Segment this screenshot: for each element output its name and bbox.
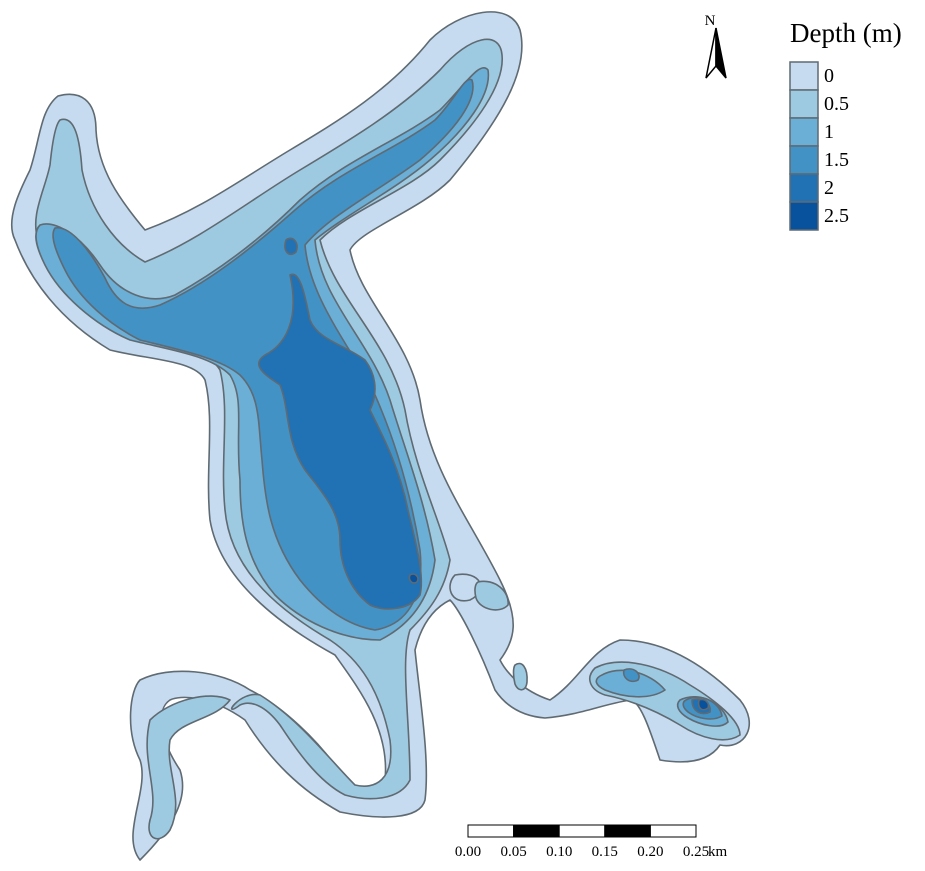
legend-swatch	[789, 89, 819, 119]
scale-bar-tick-labels: 0.00 0.05 0.10 0.15 0.20 0.25	[455, 844, 709, 860]
legend-title: Depth (m)	[790, 18, 902, 48]
scale-bar-tick-label: 0.25	[683, 844, 709, 860]
legend-items: 0 0.5 1 1.5 2 2.5	[789, 61, 849, 231]
scale-bar-segment	[604, 824, 651, 838]
scale-bar-tick-label: 0.05	[500, 844, 526, 860]
scale-bar-tick-label: 0.20	[637, 844, 663, 860]
north-arrow-left-half	[705, 27, 717, 79]
legend-label: 0.5	[824, 93, 849, 115]
legend-swatch	[789, 117, 819, 147]
contour-0-5-southwest-arm	[146, 695, 231, 840]
contour-2-5-deepest	[697, 698, 710, 711]
contour-2-main	[258, 273, 423, 610]
contour-2-pocket-north	[284, 237, 298, 256]
legend-label: 1	[824, 121, 834, 143]
contour-1-5-east-small	[622, 668, 640, 683]
legend-swatch	[789, 145, 819, 175]
north-arrow-label: N	[705, 13, 716, 29]
lake-depth-2	[258, 237, 712, 715]
shoal-island-small	[449, 573, 482, 602]
legend-label: 0	[824, 65, 834, 87]
scale-bar-unit: km	[708, 844, 728, 860]
contour-0-5-islet-2	[512, 662, 528, 691]
legend: Depth (m) 0 0.5 1 1.5 2 2.5	[789, 18, 902, 231]
scale-bar-tick-label: 0.00	[455, 844, 481, 860]
north-arrow-right-half	[715, 27, 727, 79]
scale-bar-segment	[513, 824, 560, 838]
legend-label: 1.5	[824, 149, 849, 171]
legend-label: 2.5	[824, 205, 849, 227]
contour-2-5-small	[408, 573, 419, 584]
north-arrow: N	[705, 13, 727, 79]
scale-bar-tick-label: 0.10	[546, 844, 572, 860]
contour-0-5-islet	[474, 580, 509, 611]
scale-bar-segment	[558, 824, 606, 838]
scale-bar-segment	[467, 824, 515, 838]
scale-bar-segments	[467, 824, 697, 838]
legend-swatch	[789, 201, 819, 231]
scale-bar-tick-label: 0.15	[592, 844, 618, 860]
scale-bar: 0.00 0.05 0.10 0.15 0.20 0.25 km	[455, 824, 728, 860]
legend-label: 2	[824, 177, 834, 199]
legend-swatch	[789, 61, 819, 91]
legend-swatch	[789, 173, 819, 203]
scale-bar-segment	[649, 824, 697, 838]
lake-depth-2-5	[408, 573, 710, 711]
